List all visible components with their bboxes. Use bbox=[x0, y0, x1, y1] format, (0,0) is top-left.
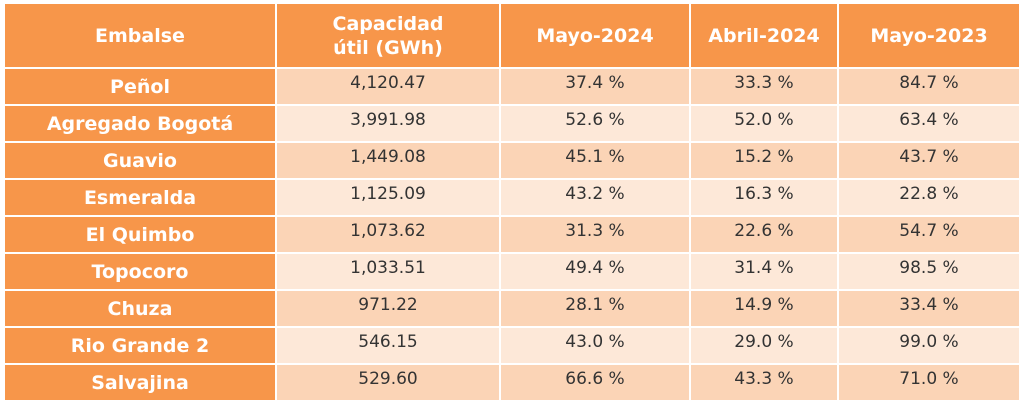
header-abril-2024: Abril-2024 bbox=[691, 4, 837, 67]
mayo-2023-cell: 99.0 % bbox=[839, 328, 1019, 363]
mayo-2023-cell: 71.0 % bbox=[839, 365, 1019, 400]
mayo-2024-cell: 45.1 % bbox=[501, 143, 689, 178]
mayo-2024-cell: 66.6 % bbox=[501, 365, 689, 400]
abril-2024-cell: 14.9 % bbox=[691, 291, 837, 326]
reservoir-name: Esmeralda bbox=[5, 180, 275, 215]
abril-2024-cell: 22.6 % bbox=[691, 217, 837, 252]
reservoir-name: Agregado Bogotá bbox=[5, 106, 275, 141]
table-row: Rio Grande 2 546.15 43.0 % 29.0 % 99.0 % bbox=[5, 328, 1019, 363]
header-row: Embalse Capacidad útil (GWh) Mayo-2024 A… bbox=[5, 4, 1019, 67]
mayo-2024-cell: 28.1 % bbox=[501, 291, 689, 326]
abril-2024-cell: 16.3 % bbox=[691, 180, 837, 215]
abril-2024-cell: 31.4 % bbox=[691, 254, 837, 289]
reservoir-name: Guavio bbox=[5, 143, 275, 178]
table-row: El Quimbo 1,073.62 31.3 % 22.6 % 54.7 % bbox=[5, 217, 1019, 252]
header-mayo-2024: Mayo-2024 bbox=[501, 4, 689, 67]
table-row: Topocoro 1,033.51 49.4 % 31.4 % 98.5 % bbox=[5, 254, 1019, 289]
abril-2024-cell: 43.3 % bbox=[691, 365, 837, 400]
table-row: Esmeralda 1,125.09 43.2 % 16.3 % 22.8 % bbox=[5, 180, 1019, 215]
capacity-cell: 1,449.08 bbox=[277, 143, 499, 178]
abril-2024-cell: 29.0 % bbox=[691, 328, 837, 363]
capacity-cell: 1,073.62 bbox=[277, 217, 499, 252]
mayo-2024-cell: 37.4 % bbox=[501, 69, 689, 104]
mayo-2023-cell: 98.5 % bbox=[839, 254, 1019, 289]
mayo-2023-cell: 54.7 % bbox=[839, 217, 1019, 252]
capacity-cell: 529.60 bbox=[277, 365, 499, 400]
reservoir-table: Embalse Capacidad útil (GWh) Mayo-2024 A… bbox=[3, 2, 1021, 402]
table-row: Salvajina 529.60 66.6 % 43.3 % 71.0 % bbox=[5, 365, 1019, 400]
capacity-cell: 1,033.51 bbox=[277, 254, 499, 289]
mayo-2023-cell: 43.7 % bbox=[839, 143, 1019, 178]
table-row: Chuza 971.22 28.1 % 14.9 % 33.4 % bbox=[5, 291, 1019, 326]
mayo-2024-cell: 31.3 % bbox=[501, 217, 689, 252]
abril-2024-cell: 15.2 % bbox=[691, 143, 837, 178]
mayo-2023-cell: 22.8 % bbox=[839, 180, 1019, 215]
table-row: Peñol 4,120.47 37.4 % 33.3 % 84.7 % bbox=[5, 69, 1019, 104]
reservoir-name: El Quimbo bbox=[5, 217, 275, 252]
mayo-2024-cell: 43.2 % bbox=[501, 180, 689, 215]
reservoir-name: Rio Grande 2 bbox=[5, 328, 275, 363]
capacity-cell: 3,991.98 bbox=[277, 106, 499, 141]
capacity-cell: 971.22 bbox=[277, 291, 499, 326]
reservoir-name: Topocoro bbox=[5, 254, 275, 289]
header-capacidad-util: Capacidad útil (GWh) bbox=[277, 4, 499, 67]
reservoir-name: Peñol bbox=[5, 69, 275, 104]
abril-2024-cell: 33.3 % bbox=[691, 69, 837, 104]
capacity-cell: 4,120.47 bbox=[277, 69, 499, 104]
table-row: Guavio 1,449.08 45.1 % 15.2 % 43.7 % bbox=[5, 143, 1019, 178]
mayo-2024-cell: 49.4 % bbox=[501, 254, 689, 289]
header-embalse: Embalse bbox=[5, 4, 275, 67]
header-mayo-2023: Mayo-2023 bbox=[839, 4, 1019, 67]
table-row: Agregado Bogotá 3,991.98 52.6 % 52.0 % 6… bbox=[5, 106, 1019, 141]
mayo-2023-cell: 63.4 % bbox=[839, 106, 1019, 141]
mayo-2024-cell: 52.6 % bbox=[501, 106, 689, 141]
mayo-2024-cell: 43.0 % bbox=[501, 328, 689, 363]
mayo-2023-cell: 33.4 % bbox=[839, 291, 1019, 326]
reservoir-name: Salvajina bbox=[5, 365, 275, 400]
mayo-2023-cell: 84.7 % bbox=[839, 69, 1019, 104]
capacity-cell: 546.15 bbox=[277, 328, 499, 363]
abril-2024-cell: 52.0 % bbox=[691, 106, 837, 141]
reservoir-name: Chuza bbox=[5, 291, 275, 326]
capacity-cell: 1,125.09 bbox=[277, 180, 499, 215]
